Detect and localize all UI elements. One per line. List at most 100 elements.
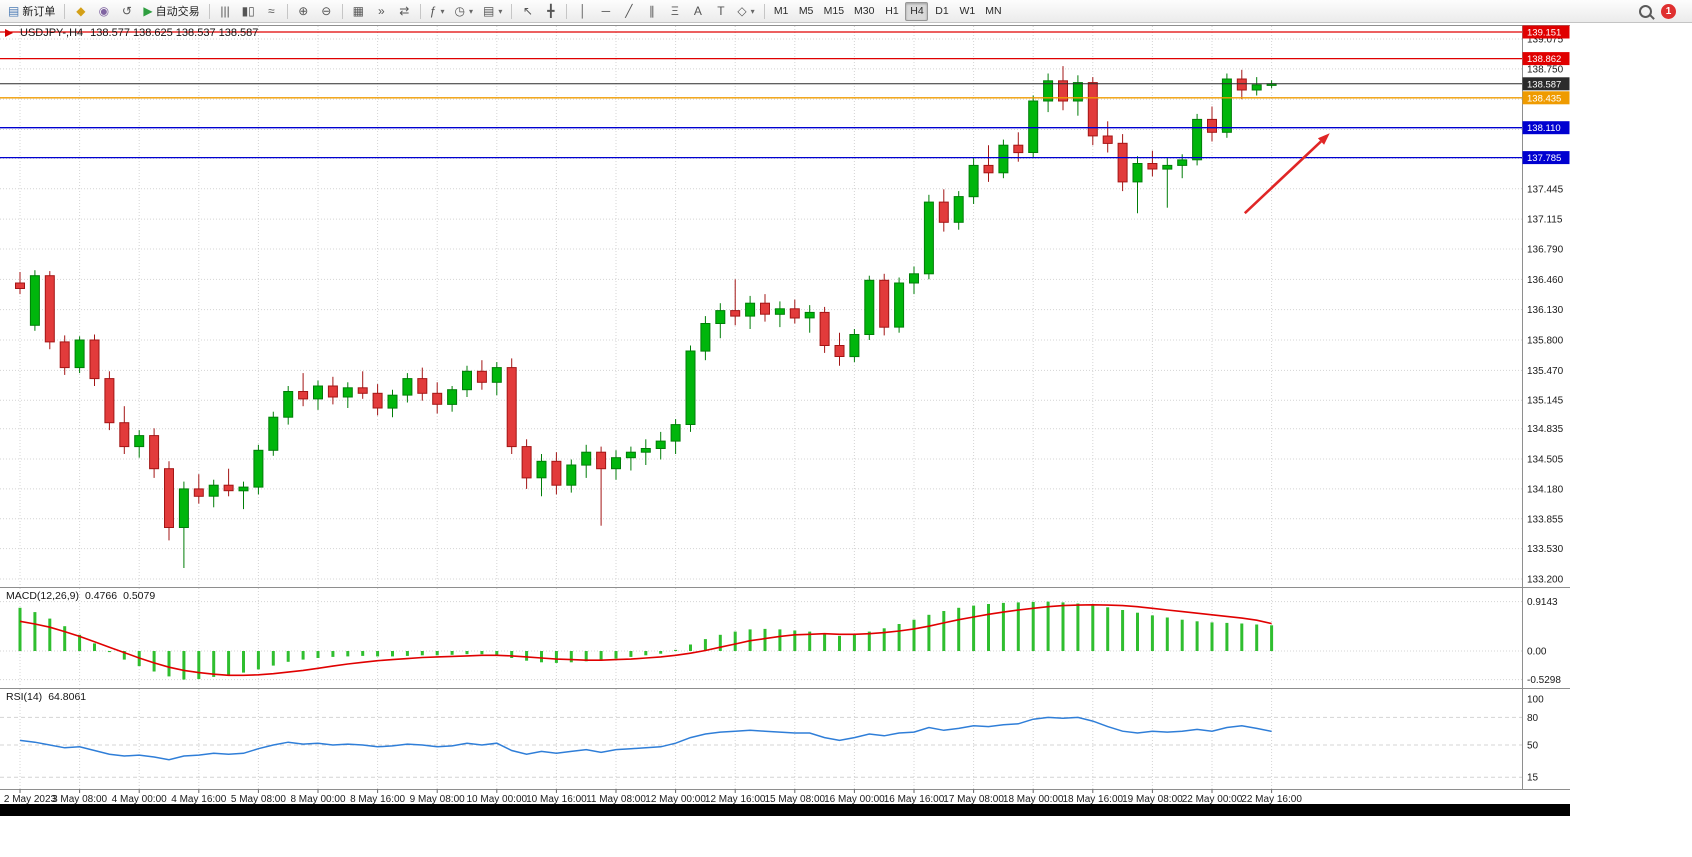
macd-histogram-bar — [435, 651, 439, 656]
macd-histogram-bar — [882, 628, 886, 651]
timeframe-m15[interactable]: M15 — [820, 2, 848, 21]
toolbar-separator — [208, 3, 210, 19]
candle — [104, 378, 115, 424]
macd-histogram-bar — [957, 607, 961, 651]
channel-button[interactable]: ∥ — [641, 2, 662, 21]
candle — [745, 302, 756, 317]
svg-text:100: 100 — [1527, 695, 1544, 706]
macd-histogram-bar — [1136, 612, 1139, 651]
candle — [730, 310, 741, 317]
candle — [1221, 78, 1232, 133]
candle — [327, 385, 338, 398]
rsi-name: RSI(14) — [6, 691, 43, 703]
chart-shift-button[interactable]: ⇄ — [394, 2, 415, 21]
text-button[interactable]: A — [687, 2, 708, 21]
arrow-annotation-line[interactable] — [1243, 140, 1322, 215]
fibonacci-button[interactable]: Ξ — [664, 2, 685, 21]
timeframe-mn[interactable]: MN — [981, 2, 1005, 21]
candle — [178, 488, 189, 528]
svg-text:-0.5298: -0.5298 — [1527, 675, 1561, 686]
templates-button[interactable]: ▤ ▾ — [479, 2, 506, 21]
new-order-button[interactable]: ▤ 新订单 — [4, 2, 59, 21]
candle — [789, 308, 800, 319]
notification-badge[interactable]: 1 — [1661, 3, 1676, 19]
candle — [864, 279, 875, 335]
candle — [521, 446, 532, 479]
candlestick-mode-button[interactable]: ▮▯ — [238, 2, 259, 21]
candle — [804, 311, 815, 319]
vertical-line-button[interactable]: │ — [572, 2, 593, 21]
svg-text:134.505: 134.505 — [1527, 455, 1564, 466]
timeframe-d1[interactable]: D1 — [930, 2, 953, 21]
market-icon: ◆ — [76, 4, 86, 18]
macd-histogram-bar — [793, 630, 797, 651]
dropdown-caret-icon: ▾ — [468, 6, 473, 16]
shapes-button[interactable]: ◇ ▾ — [733, 2, 758, 21]
candle — [879, 279, 890, 328]
cursor-button[interactable]: ↖ — [517, 2, 538, 21]
horizontal-line-button[interactable]: ─ — [595, 2, 616, 21]
auto-scroll-button[interactable]: » — [371, 2, 392, 21]
svg-text:50: 50 — [1527, 741, 1539, 752]
tile-windows-button[interactable]: ▦ — [348, 2, 369, 21]
macd-histogram-bar — [48, 618, 52, 651]
bar-chart-mode-button[interactable]: ||| — [215, 2, 236, 21]
price-axis[interactable]: 139.075138.750138.420138.090137.775137.4… — [1522, 25, 1570, 784]
timeframe-m5[interactable]: M5 — [795, 2, 818, 21]
search-icon[interactable] — [1639, 4, 1652, 18]
svg-text:139.151: 139.151 — [1527, 28, 1561, 39]
timeframe-h1[interactable]: H1 — [880, 2, 903, 21]
macd-histogram-bar — [78, 634, 82, 651]
macd-histogram-bar — [644, 651, 648, 656]
arrow-annotation-head[interactable] — [1317, 133, 1330, 145]
svg-text:0.9143: 0.9143 — [1527, 597, 1558, 608]
candle — [566, 464, 577, 486]
zoom-in-button[interactable]: ⊕ — [293, 2, 314, 21]
timeframe-w1[interactable]: W1 — [955, 2, 979, 21]
crosshair-button[interactable]: ╋ — [540, 2, 561, 21]
refresh-button[interactable]: ↺ — [116, 2, 137, 21]
svg-text:138.435: 138.435 — [1527, 93, 1561, 104]
macd-main-value: 0.4766 — [84, 590, 118, 602]
text-icon: A — [693, 4, 702, 18]
candle — [953, 196, 964, 223]
cursor-icon: ↖ — [522, 4, 533, 18]
candle — [983, 164, 994, 174]
candlestick-icon: ▮▯ — [241, 4, 255, 18]
svg-text:4 May 16:00: 4 May 16:00 — [171, 794, 226, 805]
macd-histogram-bar — [197, 651, 201, 680]
price-chart[interactable]: 139.075138.750138.420138.090137.775137.4… — [0, 23, 1570, 816]
svg-text:22 May 16:00: 22 May 16:00 — [1241, 794, 1302, 805]
community-button[interactable]: ◉ — [93, 2, 114, 21]
candles-layer[interactable] — [15, 66, 1277, 568]
indicators-button[interactable]: ƒ ▾ — [426, 2, 449, 21]
chart-window: 139.075138.750138.420138.090137.775137.4… — [0, 23, 1570, 816]
candle — [596, 451, 607, 470]
objects-layer[interactable] — [0, 31, 1522, 215]
rsi-value: 64.8061 — [48, 691, 87, 703]
toolbar-separator — [566, 3, 568, 19]
periods-button[interactable]: ◷ ▾ — [451, 2, 478, 21]
trendline-button[interactable]: ╱ — [618, 2, 639, 21]
timeframe-h4[interactable]: H4 — [905, 1, 929, 21]
candle — [551, 460, 562, 486]
candle — [1058, 80, 1068, 102]
candle — [387, 394, 398, 409]
svg-text:136.130: 136.130 — [1527, 305, 1564, 316]
macd-histogram-bar — [1180, 619, 1184, 651]
zoom-out-button[interactable]: ⊖ — [316, 2, 337, 21]
macd-histogram-bar — [1031, 601, 1035, 651]
timeframe-m30[interactable]: M30 — [850, 2, 878, 21]
candle — [923, 201, 934, 275]
autotrade-button[interactable]: ▶ 自动交易 — [139, 2, 203, 21]
label-button[interactable]: T — [710, 2, 731, 21]
line-chart-mode-button[interactable]: ≈ — [261, 2, 282, 21]
candle — [1147, 163, 1158, 170]
svg-text:136.460: 136.460 — [1527, 275, 1564, 286]
timeframe-m1[interactable]: M1 — [770, 2, 793, 21]
macd-histogram-bar — [420, 651, 424, 656]
macd-histogram-bar — [852, 634, 856, 651]
candle — [1087, 82, 1098, 137]
market-watch-button[interactable]: ◆ — [70, 2, 91, 21]
